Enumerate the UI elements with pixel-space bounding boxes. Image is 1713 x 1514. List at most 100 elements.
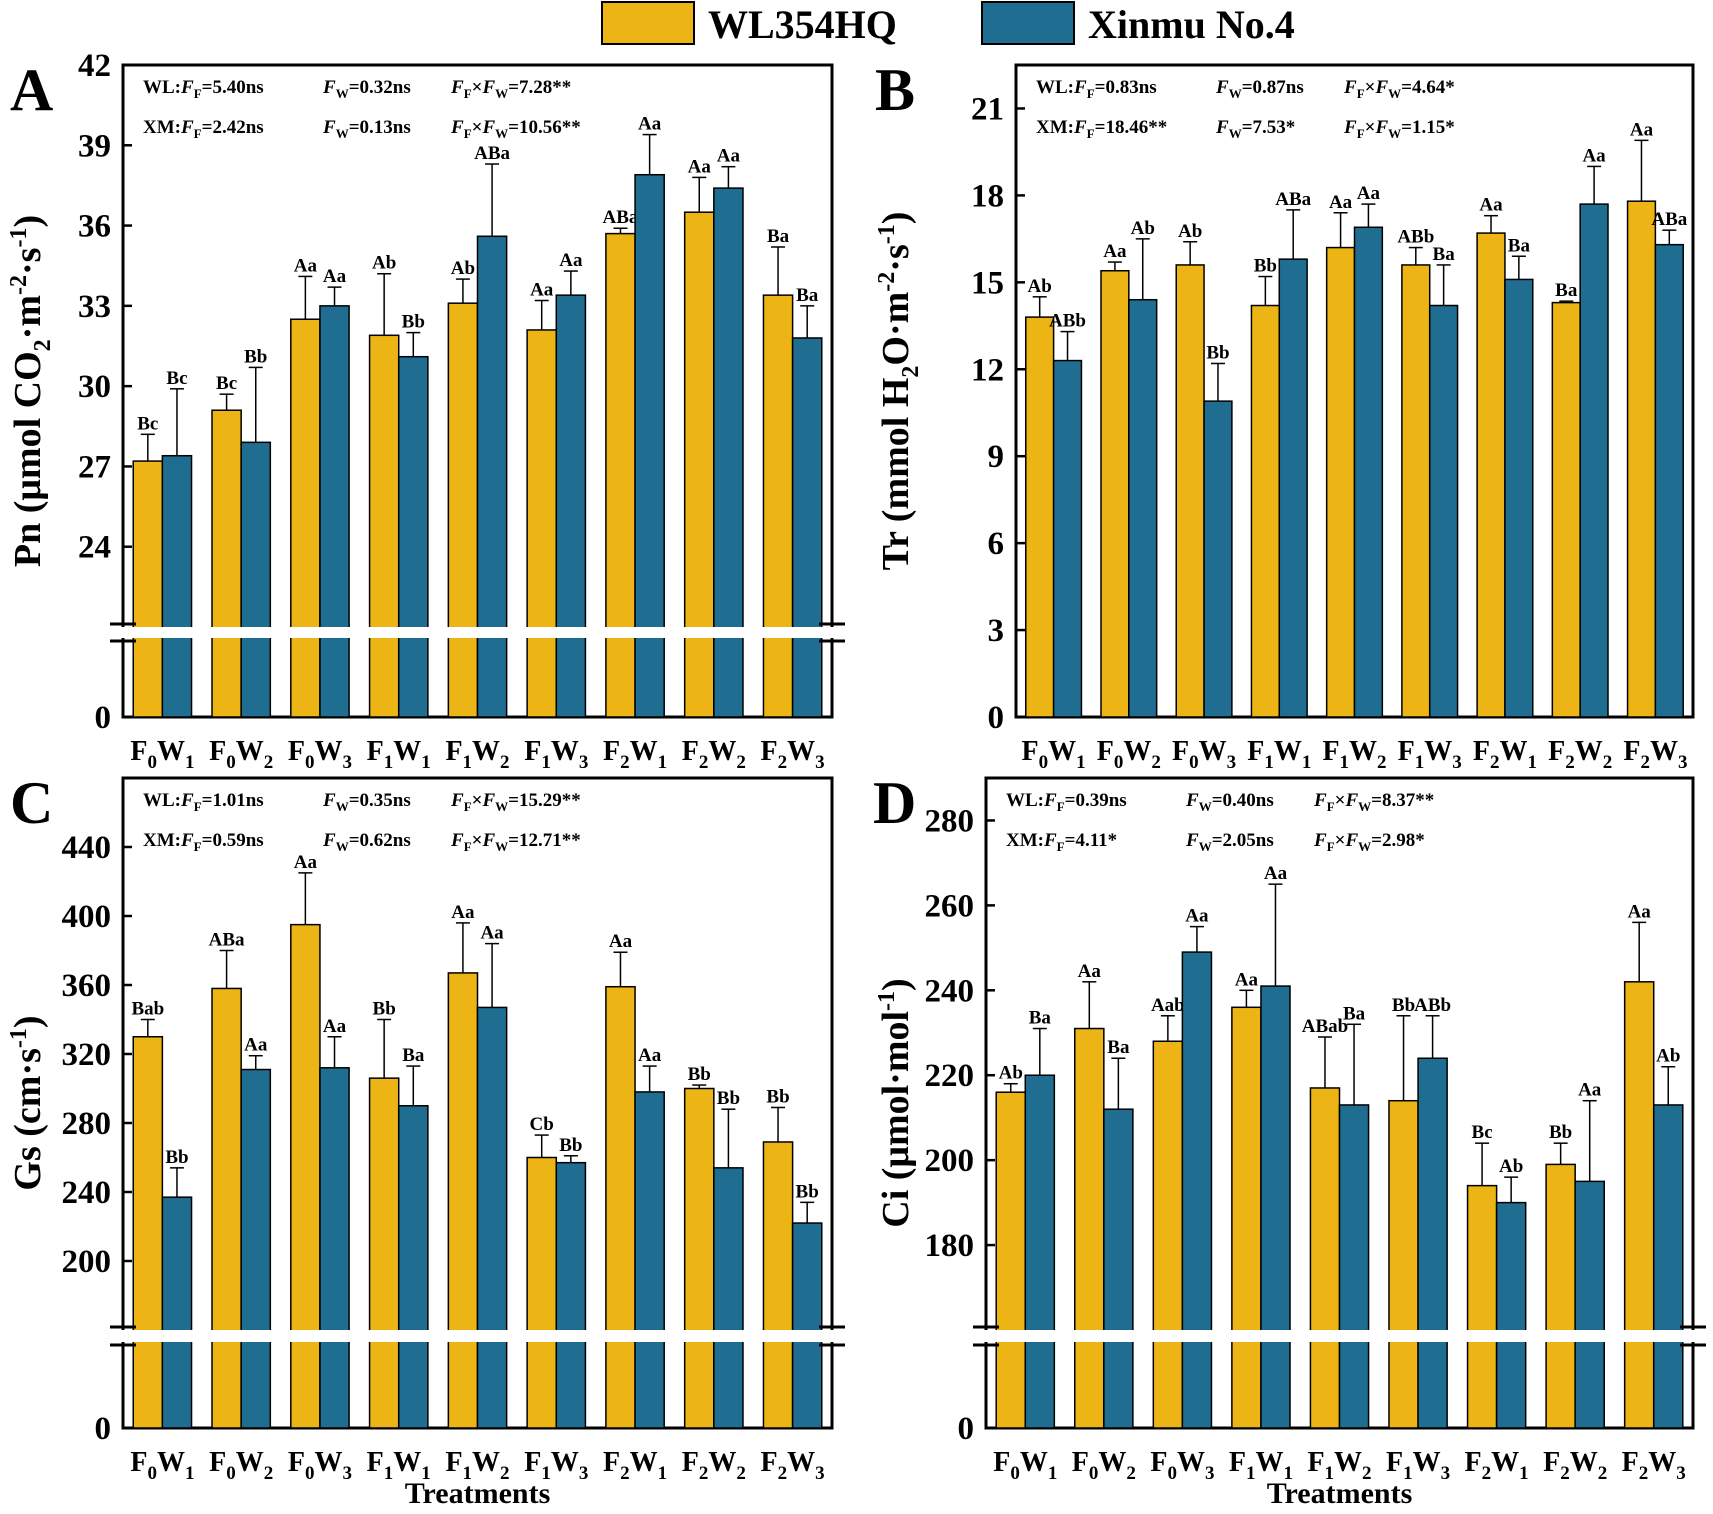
bar-a-f0w3-s1 — [319, 305, 350, 718]
significance-label: Aa — [323, 266, 347, 287]
y-axis-label: Tr (mmol H2O·m-2·s-1) — [874, 212, 924, 571]
legend: WL354HQ Xinmu No.4 — [601, 1, 1295, 47]
x-tick-label: F1W3 — [1398, 736, 1462, 773]
x-axis-label: Treatments — [1267, 1477, 1413, 1510]
y-tick-label: 12 — [971, 352, 1004, 388]
x-tick-label: F2W3 — [761, 736, 825, 773]
stat-fw: FW=2.05ns — [1185, 830, 1274, 854]
bar-a-f0w1-s1 — [161, 454, 193, 718]
bar-b-f1w2-s1 — [1353, 226, 1384, 718]
bar-a-f2w3-s0 — [762, 294, 794, 718]
bar-a-f2w3-s1 — [791, 337, 823, 718]
significance-label: Bc — [1472, 1122, 1493, 1143]
significance-label: Ab — [1499, 1156, 1523, 1177]
y-tick-label: 280 — [925, 803, 975, 839]
significance-label: Aa — [1103, 241, 1127, 262]
bar-a-f1w2-s0 — [447, 302, 479, 718]
significance-label: Aa — [1578, 1080, 1602, 1101]
x-tick-label: F0W2 — [1097, 736, 1161, 773]
significance-label: Ab — [451, 258, 475, 279]
bar-a-f1w1-s0 — [368, 334, 400, 718]
bar-b-f2w1-s1 — [1504, 278, 1534, 718]
bar-d-f0w1-s1 — [1024, 1074, 1056, 1429]
significance-label: Aa — [717, 146, 741, 167]
panel-letter: C — [10, 770, 53, 836]
y-tick-label: 200 — [925, 1143, 975, 1179]
bar-a-f2w2-s0 — [683, 211, 715, 718]
significance-label: Aa — [638, 1045, 662, 1066]
stat-ff: WL:FF=5.40ns — [143, 77, 264, 101]
bar-d-f0w2-s0 — [1074, 1027, 1105, 1429]
bar-d-f0w3-s1 — [1181, 951, 1213, 1429]
bar-c-f1w1-s1 — [397, 1105, 429, 1429]
stat-fw: FW=0.87ns — [1215, 77, 1304, 101]
significance-label: Bb — [688, 1064, 711, 1085]
significance-label: Ba — [1029, 1008, 1052, 1029]
significance-label: Aa — [451, 902, 475, 923]
significance-label: Bb — [559, 1135, 582, 1156]
significance-label: Aa — [1185, 906, 1209, 927]
x-tick-label: F0W1 — [130, 736, 194, 773]
legend-label-wl354hq: WL354HQ — [708, 2, 897, 47]
bar-d-f1w2-s1 — [1338, 1104, 1370, 1429]
x-axis-label: Treatments — [405, 1477, 551, 1510]
x-tick-label: F2W1 — [1473, 736, 1537, 773]
y-tick-label: 360 — [62, 968, 112, 1004]
y-tick-label: 6 — [988, 526, 1005, 562]
x-tick-label: F2W3 — [1622, 1447, 1686, 1484]
bar-c-f2w1-s0 — [605, 985, 636, 1429]
significance-label: ABa — [603, 207, 639, 228]
y-tick-label: 240 — [925, 973, 975, 1009]
x-tick-label: F1W1 — [1229, 1447, 1293, 1484]
significance-label: ABb — [1414, 995, 1451, 1016]
bar-c-f0w3-s0 — [290, 923, 321, 1429]
bar-a-f1w1-s1 — [397, 355, 429, 718]
bar-b-f2w2-s1 — [1579, 203, 1609, 718]
panel-letter: D — [873, 770, 916, 836]
y-tick-label: 15 — [971, 265, 1004, 301]
significance-label: Aa — [1329, 192, 1353, 213]
y-tick-label: 0 — [988, 700, 1005, 736]
bar-c-f1w2-s1 — [476, 1006, 508, 1429]
bar-b-f2w3-s0 — [1626, 200, 1657, 718]
significance-label: Bb — [1549, 1122, 1572, 1143]
bar-c-f2w3-s1 — [791, 1222, 823, 1429]
x-tick-label: F2W3 — [761, 1447, 825, 1484]
panels-container: ABcBcF0W1BcBbF0W2AaAaF0W3AbBbF1W1AbABaF1… — [6, 48, 1707, 1510]
y-tick-label: 400 — [62, 899, 112, 935]
y-axis-label: Ci (μmol·mol-1) — [874, 978, 917, 1227]
bar-d-f2w2-s0 — [1545, 1163, 1576, 1429]
y-tick-label: 440 — [62, 830, 112, 866]
significance-label: Cb — [530, 1114, 554, 1135]
bar-d-f2w3-s1 — [1652, 1104, 1684, 1429]
bar-d-f2w3-s0 — [1623, 981, 1655, 1429]
significance-label: Ba — [1343, 1003, 1366, 1024]
significance-label: Bb — [373, 999, 396, 1020]
bar-c-f2w1-s1 — [634, 1091, 665, 1429]
bar-c-f2w2-s0 — [683, 1087, 715, 1429]
y-axis-label: Gs (cm·s-1) — [6, 1015, 49, 1190]
bar-a-f2w1-s1 — [634, 173, 665, 718]
significance-label: ABb — [1049, 311, 1086, 332]
significance-label: Aa — [1630, 119, 1654, 140]
significance-label: ABa — [209, 930, 245, 951]
y-tick-label: 18 — [971, 178, 1004, 214]
x-tick-label: F2W2 — [1543, 1447, 1607, 1484]
bar-b-f1w2-s0 — [1325, 246, 1356, 718]
bar-a-f0w1-s0 — [132, 460, 164, 718]
bar-c-f1w3-s0 — [526, 1156, 558, 1429]
significance-label: Bb — [717, 1088, 740, 1109]
y-tick-label: 3 — [988, 613, 1005, 649]
significance-label: ABab — [1302, 1016, 1348, 1037]
x-tick-label: F0W2 — [1072, 1447, 1136, 1484]
bar-d-f1w3-s1 — [1417, 1057, 1448, 1429]
significance-label: Ab — [1028, 276, 1052, 297]
x-tick-label: F1W1 — [367, 1447, 431, 1484]
bar-a-f0w3-s0 — [290, 318, 321, 718]
significance-label: Aa — [609, 931, 633, 952]
bar-b-f1w3-s1 — [1428, 304, 1459, 718]
bar-a-f2w1-s0 — [605, 232, 636, 718]
bar-b-f1w1-s1 — [1278, 258, 1308, 718]
significance-label: Aa — [480, 923, 504, 944]
stat-fw: FW=0.32ns — [322, 77, 411, 101]
